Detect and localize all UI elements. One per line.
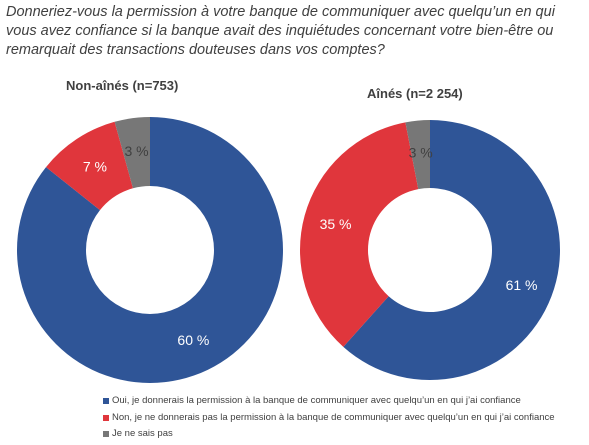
donut-0-slice-nsp xyxy=(114,117,150,189)
chart-title-non-aines: Non-aînés (n=753) xyxy=(66,78,179,93)
legend: Oui, je donnerais la permission à la ban… xyxy=(103,393,555,443)
donut-1-label-non: 35 % xyxy=(320,216,352,232)
legend-item-oui: Oui, je donnerais la permission à la ban… xyxy=(103,393,555,410)
legend-label-nsp: Je ne sais pas xyxy=(112,428,173,439)
legend-item-non: Non, je ne donnerais pas la permission à… xyxy=(103,410,555,427)
question-text: Donneriez-vous la permission à votre ban… xyxy=(6,4,555,58)
donut-1-slice-non xyxy=(300,122,419,347)
donut-1-label-oui: 61 % xyxy=(506,277,538,293)
legend-label-non: Non, je ne donnerais pas la permission à… xyxy=(112,411,555,423)
legend-label-oui: Oui, je donnerais la permission à la ban… xyxy=(112,395,521,406)
donut-0-slice-non xyxy=(46,121,133,211)
donut-0-slice-oui xyxy=(16,117,284,383)
donut-1-label-nsp: 3 % xyxy=(409,144,433,160)
legend-swatch-non xyxy=(103,414,109,421)
legend-swatch-oui xyxy=(103,398,109,405)
legend-swatch-nsp xyxy=(103,431,109,438)
legend-item-nsp: Je ne sais pas xyxy=(103,426,555,443)
donut-0-label-non: 7 % xyxy=(83,159,107,175)
donut-1-slice-nsp xyxy=(405,120,430,190)
donut-1-slice-oui xyxy=(343,120,560,381)
donut-0-label-nsp: 3 % xyxy=(125,143,149,159)
chart-title-aines: Aînés (n=2 254) xyxy=(367,86,463,101)
donut-0-label-oui: 60 % xyxy=(177,332,209,348)
